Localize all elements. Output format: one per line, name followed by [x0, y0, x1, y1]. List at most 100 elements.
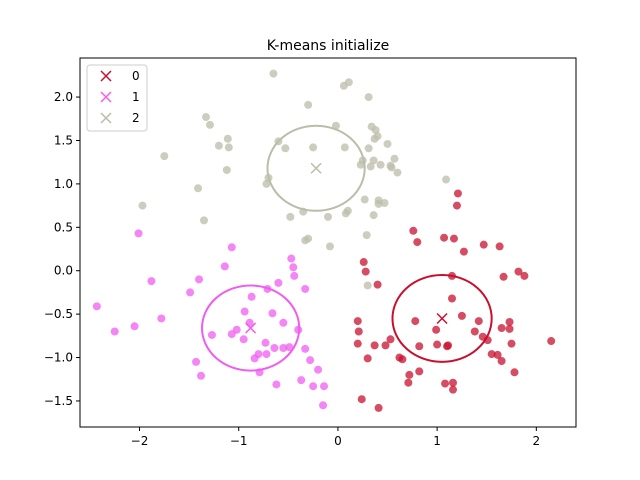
y-axis-ticks: −1.5 −1.0 −0.5 0.0 0.5 1.0 1.5 2.0 — [44, 90, 80, 408]
data-point-cluster-2 — [304, 234, 313, 243]
data-point-cluster-2 — [286, 212, 295, 221]
data-point-cluster-1 — [240, 307, 249, 316]
points-layer — [92, 69, 556, 412]
data-point-cluster-0 — [413, 238, 422, 247]
data-point-cluster-1 — [220, 262, 229, 271]
data-point-cluster-2 — [373, 132, 382, 141]
data-point-cluster-1 — [157, 314, 166, 323]
data-point-cluster-0 — [432, 325, 441, 334]
plot-frame — [79, 57, 577, 428]
y-tick-label: 1.5 — [54, 133, 73, 147]
data-point-cluster-0 — [353, 317, 362, 326]
x-tick-label: −2 — [131, 434, 149, 448]
data-point-cluster-1 — [262, 350, 271, 359]
data-point-cluster-1 — [130, 322, 139, 331]
data-point-cluster-0 — [449, 234, 458, 243]
data-point-cluster-0 — [411, 317, 420, 326]
data-point-cluster-0 — [453, 189, 462, 198]
y-tick-label: 0.5 — [54, 220, 73, 234]
data-point-cluster-0 — [353, 339, 362, 348]
data-point-cluster-2 — [390, 154, 399, 163]
data-point-cluster-0 — [452, 201, 461, 210]
data-point-cluster-2 — [269, 69, 278, 78]
x-tick-label: 0 — [334, 434, 342, 448]
data-point-cluster-1 — [147, 277, 156, 286]
data-point-cluster-2 — [262, 179, 271, 188]
cluster-circles-layer — [201, 124, 493, 372]
data-point-cluster-2 — [364, 144, 373, 153]
data-point-cluster-2 — [224, 143, 233, 152]
data-point-cluster-1 — [306, 356, 315, 365]
data-point-cluster-1 — [207, 330, 216, 339]
y-tick-label: 2.0 — [54, 90, 73, 104]
data-point-cluster-0 — [497, 357, 506, 366]
data-point-cluster-2 — [325, 242, 334, 251]
data-point-cluster-1 — [301, 284, 310, 293]
data-point-cluster-0 — [505, 317, 514, 326]
data-point-cluster-0 — [386, 335, 395, 344]
data-point-cluster-2 — [223, 134, 232, 143]
data-point-cluster-0 — [495, 242, 504, 251]
data-point-cluster-2 — [281, 144, 290, 153]
data-point-cluster-1 — [192, 357, 201, 366]
data-point-cluster-2 — [380, 198, 389, 207]
data-point-cluster-2 — [369, 156, 378, 165]
y-tick-label: −1.5 — [44, 394, 73, 408]
cluster-center-marker-0 — [436, 312, 448, 325]
data-point-cluster-0 — [457, 311, 466, 320]
y-tick-label: 0.0 — [54, 264, 73, 278]
y-tick-label: 1.0 — [54, 177, 73, 191]
data-point-cluster-0 — [373, 280, 382, 289]
data-point-cluster-0 — [493, 350, 502, 359]
data-point-cluster-1 — [289, 263, 298, 272]
cluster-center-marker-2 — [310, 162, 322, 174]
data-point-cluster-1 — [274, 278, 283, 287]
data-point-cluster-2 — [344, 78, 353, 87]
data-point-cluster-2 — [304, 100, 313, 109]
data-point-cluster-0 — [448, 294, 456, 303]
data-point-cluster-2 — [360, 195, 369, 204]
data-point-cluster-0 — [409, 226, 418, 235]
data-point-cluster-0 — [448, 385, 457, 394]
data-point-cluster-1 — [320, 382, 329, 391]
data-point-cluster-1 — [186, 288, 195, 297]
data-point-cluster-1 — [92, 302, 101, 311]
cluster-center-marker-1 — [245, 322, 257, 334]
data-point-cluster-0 — [404, 378, 413, 387]
data-point-cluster-1 — [270, 343, 279, 352]
y-tick-label: −0.5 — [44, 307, 73, 321]
data-point-cluster-0 — [505, 324, 514, 333]
legend-marker-2 — [100, 112, 112, 124]
data-point-cluster-1 — [261, 338, 270, 347]
data-point-cluster-1 — [247, 292, 256, 301]
data-point-cluster-2 — [194, 184, 203, 193]
data-point-cluster-0 — [405, 370, 414, 379]
data-point-cluster-0 — [398, 355, 407, 364]
legend-label-1: 1 — [132, 90, 140, 104]
data-point-cluster-2 — [200, 216, 208, 225]
chart-title: K-means initialize — [267, 38, 390, 54]
data-point-cluster-2 — [214, 141, 223, 150]
data-point-cluster-1 — [227, 243, 236, 252]
data-point-cluster-1 — [268, 309, 277, 318]
data-point-cluster-2 — [309, 143, 318, 152]
data-point-cluster-2 — [374, 199, 383, 208]
data-point-cluster-2 — [383, 139, 392, 148]
data-point-cluster-0 — [441, 379, 450, 388]
cluster-circle-0 — [391, 274, 493, 363]
data-point-cluster-1 — [272, 380, 281, 389]
data-point-cluster-2 — [201, 113, 210, 122]
data-point-cluster-2 — [376, 160, 385, 169]
data-point-cluster-2 — [369, 211, 378, 220]
data-point-cluster-0 — [448, 378, 457, 387]
data-point-cluster-0 — [443, 342, 452, 351]
data-point-cluster-0 — [514, 267, 523, 276]
data-point-cluster-2 — [363, 281, 372, 290]
data-point-cluster-0 — [415, 367, 424, 376]
data-point-cluster-0 — [499, 272, 508, 281]
legend-marker-1 — [100, 91, 112, 103]
data-point-cluster-0 — [433, 340, 442, 349]
data-point-cluster-2 — [205, 120, 214, 129]
data-point-cluster-2 — [442, 175, 451, 184]
cluster-centers-layer — [245, 162, 448, 334]
